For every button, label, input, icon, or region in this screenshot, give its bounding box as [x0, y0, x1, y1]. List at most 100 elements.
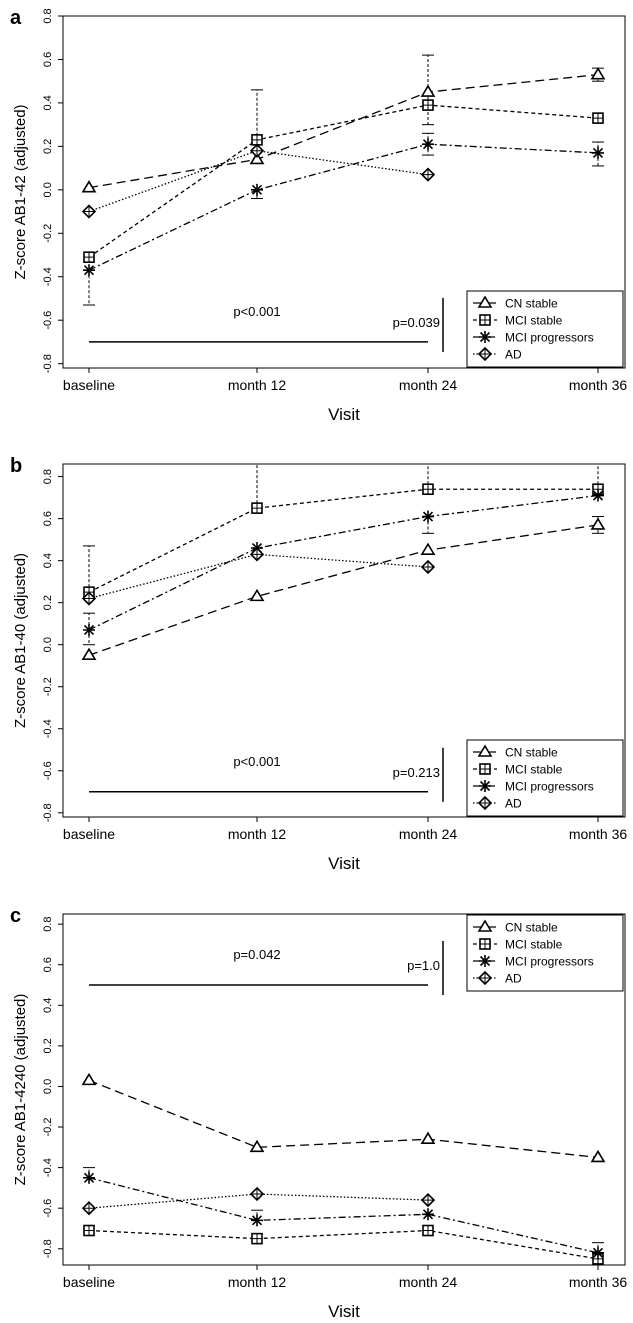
x-tick-label: month 12	[228, 1274, 287, 1290]
data-point-diamond-cross	[251, 548, 263, 561]
legend-marker-diamond	[477, 970, 493, 986]
significance-label-long: p<0.001	[233, 304, 280, 319]
y-tick-label: 0.2	[42, 139, 54, 154]
y-tick-label: 0.8	[42, 469, 54, 484]
legend-box	[466, 290, 624, 368]
series-line	[88, 104, 599, 258]
legend-marker-square-cross	[480, 939, 490, 949]
series-mci-stable	[83, 463, 604, 598]
data-point-triangle	[81, 647, 97, 661]
series-line	[88, 1177, 599, 1254]
legend-box	[466, 739, 624, 817]
series-line	[88, 1079, 599, 1159]
y-tick-label: 0.0	[42, 1079, 54, 1094]
x-tick-label: month 24	[399, 1274, 458, 1290]
legend-label: MCI progressors	[505, 955, 594, 969]
legend-label: AD	[505, 972, 522, 986]
y-tick-label: -0.4	[42, 719, 54, 738]
y-tick-label: -0.4	[42, 267, 54, 286]
y-tick-label: -0.6	[42, 1199, 54, 1218]
series-mci-stable	[83, 1224, 604, 1265]
x-tick-label: month 24	[399, 377, 458, 393]
data-point-diamond	[249, 143, 265, 158]
series-ad	[81, 547, 436, 606]
data-point-diamond	[420, 1192, 436, 1208]
data-point-triangle	[81, 180, 97, 193]
data-point-square-cross	[252, 1233, 262, 1244]
y-tick-label: 0.8	[42, 8, 54, 23]
data-point-square	[83, 1224, 95, 1237]
legend-marker-square	[479, 314, 491, 326]
panel-label: c	[10, 905, 21, 927]
data-point-star	[592, 1246, 604, 1259]
data-point-square-cross	[84, 252, 94, 263]
legend-label: AD	[505, 348, 522, 362]
series-mci-progressors	[83, 132, 604, 306]
data-point-diamond-cross	[251, 1187, 263, 1200]
data-point-square-cross	[423, 100, 433, 111]
y-tick-label: -0.4	[42, 1158, 54, 1177]
y-tick-label: 0.0	[42, 637, 54, 652]
x-tick-label: month 36	[569, 1274, 628, 1290]
series-cn-stable	[81, 1072, 606, 1163]
data-point-diamond	[249, 547, 265, 562]
data-point-diamond-cross	[251, 144, 263, 157]
series-line	[88, 1229, 599, 1260]
legend-label: CN stable	[505, 746, 558, 760]
legend: CN stable MCI stable MCI progressors AD	[466, 290, 624, 368]
data-point-diamond	[420, 167, 436, 182]
data-point-square	[422, 99, 434, 111]
x-tick-label: month 36	[569, 826, 628, 842]
data-point-square	[592, 112, 604, 124]
series-line	[88, 553, 429, 600]
significance-label-short: p=0.039	[393, 315, 440, 330]
x-tick-label: baseline	[63, 826, 115, 842]
data-point-square-cross	[423, 484, 433, 495]
x-axis-label: Visit	[328, 405, 360, 424]
series-line	[88, 524, 599, 656]
legend-label: MCI stable	[505, 938, 563, 952]
legend-marker-star	[479, 331, 491, 343]
data-point-star	[422, 1208, 434, 1221]
legend-marker-square	[479, 938, 491, 950]
data-point-triangle	[249, 588, 265, 602]
data-point-diamond-cross	[422, 560, 434, 573]
y-axis-label: Z-score AB1-42 (adjusted)	[12, 104, 29, 279]
data-point-star	[251, 1214, 263, 1227]
x-tick-label: baseline	[63, 1274, 115, 1290]
legend-marker-diamond	[477, 346, 493, 362]
legend-label: MCI stable	[505, 763, 563, 777]
data-point-square	[251, 502, 263, 514]
data-point-star	[422, 138, 434, 151]
data-point-square-cross	[423, 1225, 433, 1236]
significance-label-long: p<0.001	[233, 754, 280, 769]
data-point-star	[251, 183, 263, 196]
data-point-triangle	[420, 542, 436, 555]
data-point-triangle	[81, 1072, 97, 1086]
y-tick-label: -0.2	[42, 1118, 54, 1137]
data-point-square-cross	[252, 503, 262, 514]
legend-label: CN stable	[505, 297, 558, 311]
data-point-triangle	[590, 1149, 606, 1163]
data-point-square	[422, 483, 434, 496]
series-mci-progressors	[83, 489, 604, 646]
x-tick-label: month 12	[228, 826, 287, 842]
chart-panel-c: c -0.8 -0.6 -0.4 -0.2 0.0 0.2 0.4 0.6 0.8 baseline…	[10, 905, 627, 1321]
significance-label-short: p=0.213	[393, 765, 440, 780]
data-point-square	[422, 1224, 434, 1237]
plot-frame	[62, 913, 626, 1266]
plot-frame	[62, 15, 626, 369]
series-line	[88, 488, 598, 593]
legend-marker-diamond-cross	[479, 972, 491, 984]
data-point-diamond-cross	[422, 1194, 434, 1207]
data-point-diamond-cross	[83, 1202, 95, 1215]
data-point-star	[83, 1171, 95, 1184]
data-point-diamond-cross	[83, 592, 95, 605]
data-point-diamond	[81, 204, 97, 219]
y-axis-label: Z-score AB1-4240 (adjusted)	[12, 994, 29, 1186]
y-tick-label: -0.8	[42, 354, 54, 373]
y-tick-label: -0.2	[42, 677, 54, 696]
data-point-triangle	[249, 1139, 265, 1153]
y-tick-label: 0.4	[42, 553, 54, 568]
